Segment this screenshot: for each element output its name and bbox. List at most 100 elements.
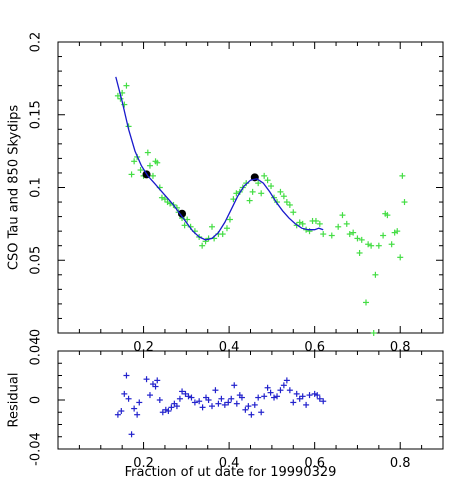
bottom-data-point <box>258 409 265 416</box>
bottom-ylabel: Residual <box>7 373 22 428</box>
bottom-ytick-label: 0 <box>29 396 44 404</box>
top-data-point <box>280 193 287 200</box>
bottom-data-point <box>209 403 215 410</box>
top-data-point <box>394 228 401 235</box>
top-data-point <box>144 149 151 156</box>
bottom-data-point <box>128 431 135 438</box>
bottom-data-point <box>228 395 235 402</box>
top-data-point <box>246 197 253 204</box>
bottom-data-point <box>185 393 192 400</box>
bottom-data-point <box>205 397 212 403</box>
top-data-point <box>356 249 363 256</box>
bottom-data-point <box>261 393 268 400</box>
bottom-data-point <box>264 384 271 391</box>
top-data-point <box>277 188 284 195</box>
bottom-data-point <box>231 382 238 389</box>
bottom-data-point <box>152 383 159 390</box>
bottom-data-point <box>196 398 203 405</box>
bottom-data-point <box>233 400 240 407</box>
top-data-point <box>296 219 303 226</box>
top-ytick-label: 0 <box>29 329 44 337</box>
bottom-data-point <box>143 376 150 383</box>
bottom-data-point <box>316 395 323 402</box>
bottom-data-point <box>286 387 293 394</box>
bottom-data-point <box>212 387 219 394</box>
top-data-point <box>339 212 346 219</box>
bottom-data-point <box>165 408 172 415</box>
bottom-data-point <box>173 403 180 410</box>
top-data-point <box>343 220 350 227</box>
bottom-data-point <box>125 395 132 402</box>
top-data-point <box>158 194 165 201</box>
bottom-data-point <box>136 399 143 406</box>
top-data-point <box>226 216 233 223</box>
bottom-data-point <box>277 387 284 394</box>
bottom-data-point <box>134 411 141 418</box>
bottom-data-point <box>168 404 175 411</box>
bottom-data-point <box>299 393 306 400</box>
top-data-point <box>401 199 408 206</box>
bottom-data-point <box>118 408 125 415</box>
bottom-ytick-label: 0.04 <box>29 337 44 366</box>
bottom-data-point <box>248 411 255 418</box>
bottom-data-point <box>271 394 278 401</box>
bottom-data-point <box>179 388 186 395</box>
bottom-data-point <box>320 398 327 405</box>
top-data-point <box>290 209 297 216</box>
top-data-point <box>255 180 262 187</box>
top-data-point <box>399 172 406 179</box>
bottom-data-point <box>255 394 262 401</box>
top-data-point <box>261 172 268 179</box>
top-data-point <box>368 242 375 249</box>
top-ylabel: CSO Tau and 850 Skydips <box>7 105 22 270</box>
bottom-data-point <box>114 411 121 418</box>
bottom-data-point <box>238 394 245 401</box>
bottom-frame <box>57 350 444 450</box>
bottom-data-point <box>303 401 310 408</box>
bottom-data-point <box>225 399 232 406</box>
top-data-point <box>181 222 188 229</box>
bottom-data-point <box>314 392 321 399</box>
bottom-panel: 0.2 0.4 0.6 0.8 -0.04 0 0.04 Residual Fraction o… <box>7 337 444 480</box>
bottom-xtick-label: 0.4 <box>219 456 240 471</box>
bottom-data-point <box>188 394 195 401</box>
top-data-point <box>230 196 237 203</box>
top-data-point <box>384 212 391 219</box>
bottom-data-point <box>290 399 297 406</box>
top-data-point <box>370 330 377 336</box>
bottom-data-point <box>221 401 228 408</box>
top-data-point <box>264 177 271 184</box>
top-data-point <box>199 242 206 249</box>
bottom-data-point <box>215 400 222 407</box>
top-data-point <box>149 172 156 179</box>
top-data-point <box>346 231 353 238</box>
top-fit-line <box>115 76 324 241</box>
top-ytick-label: 0.15 <box>29 100 44 129</box>
bottom-xtick-label: 0.6 <box>304 456 325 471</box>
bottom-data-point <box>283 377 290 384</box>
top-data-point <box>268 183 275 190</box>
top-ytick-label: 0.1 <box>29 177 44 198</box>
bottom-data-point <box>199 404 206 411</box>
top-data-point <box>131 158 138 165</box>
bottom-data-point <box>306 392 313 399</box>
bottom-data-point <box>131 405 138 412</box>
bottom-data-point <box>123 372 130 379</box>
bottom-xtick-label: 0.2 <box>133 456 154 471</box>
bottom-data-point <box>156 397 163 403</box>
top-data-point <box>397 254 404 261</box>
top-data-point <box>249 188 256 195</box>
bottom-data-point <box>251 401 258 408</box>
bottom-data-point <box>293 390 300 397</box>
top-data-point <box>328 232 335 239</box>
top-frame <box>57 41 444 334</box>
top-data-point <box>123 82 130 89</box>
top-data-point <box>388 241 395 248</box>
top-data-point <box>154 159 161 166</box>
top-data-point <box>375 242 382 249</box>
top-data-point <box>137 167 144 174</box>
bottom-xlabel: Fraction of ut date for 19990329 <box>125 465 337 480</box>
top-data-point <box>372 271 379 278</box>
